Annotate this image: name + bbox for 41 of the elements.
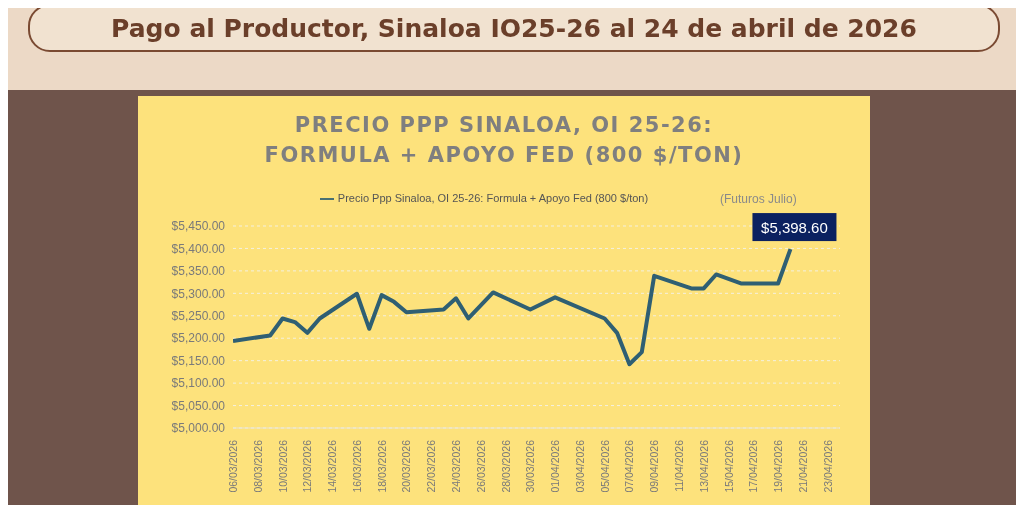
legend-label: Precio Ppp Sinaloa, OI 25-26: Formula + Apoyo Fed (800 $/ton) [337,192,649,204]
y-tick-label: $5,050.00 [171,398,226,413]
y-tick-label: $5,450.00 [171,219,226,234]
y-tick-label: $5,100.00 [171,376,226,391]
x-tick-label: 30/03/2026 [524,439,537,493]
x-tick-label: 11/04/2026 [672,439,685,492]
x-tick-label: 26/03/2026 [474,439,487,493]
x-tick-label: 21/04/2026 [796,439,809,493]
line-series [233,247,793,367]
x-tick-label: 23/04/2026 [821,439,834,493]
data-label: $5,398.60 [761,218,828,236]
x-tick-label: 05/04/2026 [598,439,611,493]
chart-title: Pago al Productor, Sinaloa IO25-26 al 24 de abril de 2026 [110,12,918,45]
y-tick-label: $5,000.00 [171,421,226,436]
text: (Futuros Julio) [720,192,797,206]
y-tick-label: $5,350.00 [171,264,226,279]
y-tick-label: $5,300.00 [171,286,226,301]
y-tick-label: $5,150.00 [171,353,226,368]
x-tick-label: 19/04/2026 [772,439,785,493]
x-tick-label: 08/03/2026 [251,439,264,493]
x-tick-label: 16/03/2026 [350,439,363,493]
x-tick-label: 18/03/2026 [375,439,388,493]
y-tick-label: $5,250.00 [171,309,226,324]
chart-subtitle: PRECIO PPP SINALOA, OI 25-26: FORMULA + APOYO FED (800 $/TON) [263,112,745,169]
x-tick-label: 15/04/2026 [722,439,735,493]
x-tick-label: 09/04/2026 [648,439,661,493]
x-tick-label: 22/03/2026 [425,439,438,493]
x-tick-label: 01/04/2026 [549,439,562,493]
y-tick-label: $5,200.00 [171,331,226,346]
x-tick-label: 20/03/2026 [400,439,413,493]
x-tick-label: 07/04/2026 [623,439,636,493]
x-tick-label: 10/03/2026 [276,439,289,493]
x-tick-label: 14/03/2026 [326,439,339,493]
x-tick-label: 03/04/2026 [573,439,586,493]
x-tick-label: 12/03/2026 [301,439,314,493]
x-tick-label: 24/03/2026 [449,439,462,493]
x-tick-label: 06/03/2026 [227,439,239,493]
x-tick-label: 17/04/2026 [747,439,760,493]
x-tick-label: 13/04/2026 [697,439,710,493]
x-tick-label: 28/03/2026 [499,439,512,493]
y-tick-label: $5,400.00 [171,241,226,256]
